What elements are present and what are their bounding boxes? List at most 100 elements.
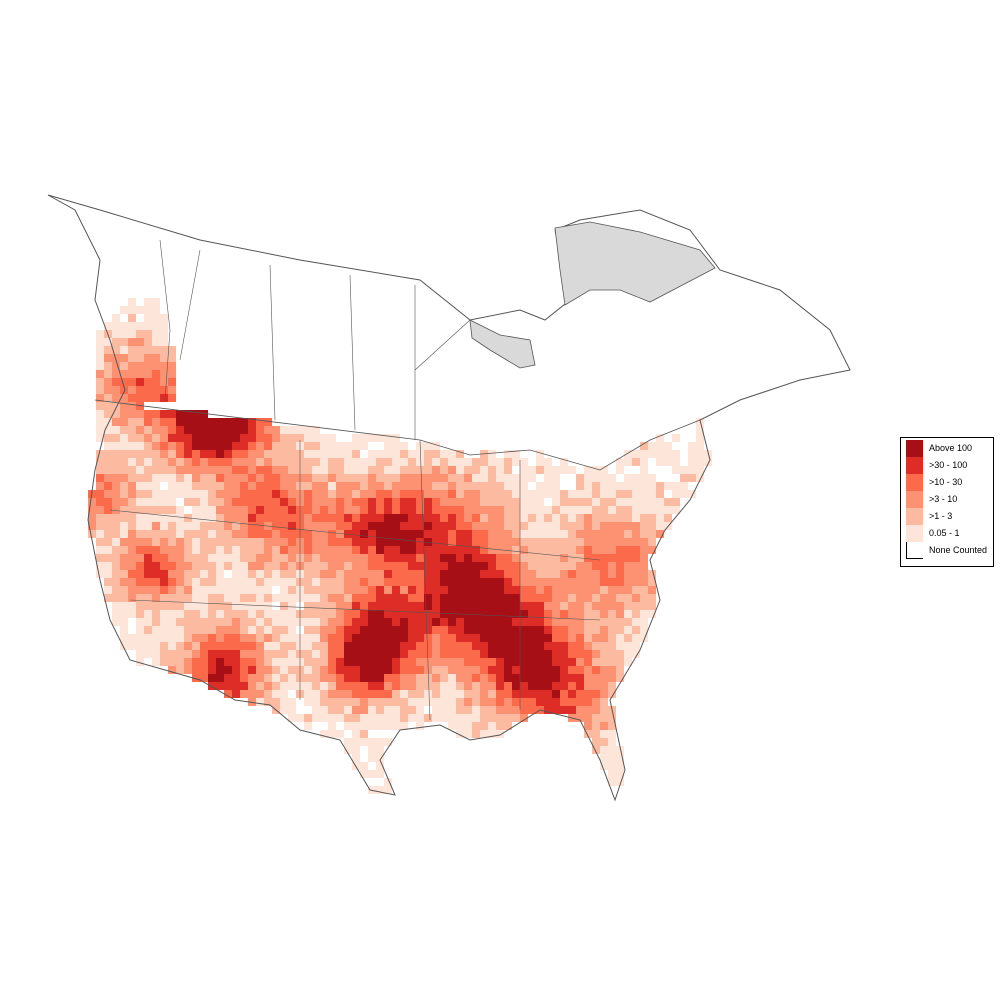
- abundance-cell: [560, 650, 568, 658]
- abundance-cell: [608, 690, 616, 698]
- abundance-cell: [256, 506, 264, 514]
- abundance-cell: [216, 554, 224, 562]
- abundance-cell: [144, 338, 152, 346]
- abundance-cell: [616, 562, 624, 570]
- abundance-cell: [344, 538, 352, 546]
- abundance-cell: [616, 546, 624, 554]
- abundance-cell: [536, 490, 544, 498]
- abundance-cell: [280, 618, 288, 626]
- abundance-cell: [104, 522, 112, 530]
- abundance-cell: [560, 466, 568, 474]
- abundance-cell: [520, 506, 528, 514]
- abundance-cell: [432, 666, 440, 674]
- abundance-cell: [440, 490, 448, 498]
- abundance-cell: [472, 506, 480, 514]
- abundance-cell: [104, 554, 112, 562]
- abundance-cell: [288, 602, 296, 610]
- abundance-cell: [192, 658, 200, 666]
- abundance-cell: [184, 458, 192, 466]
- no-data-region-ontario: [469, 319, 536, 369]
- abundance-cell: [264, 610, 272, 618]
- abundance-cell: [408, 578, 416, 586]
- abundance-cell: [408, 562, 416, 570]
- abundance-cell: [136, 394, 144, 402]
- abundance-cell: [424, 554, 432, 562]
- abundance-cell: [472, 682, 480, 690]
- abundance-cell: [264, 506, 272, 514]
- abundance-cell: [408, 474, 416, 482]
- abundance-cell: [336, 570, 344, 578]
- abundance-cell: [624, 538, 632, 546]
- abundance-cell: [568, 562, 576, 570]
- abundance-cell: [552, 650, 560, 658]
- abundance-cell: [488, 610, 496, 618]
- abundance-cell: [144, 386, 152, 394]
- abundance-cell: [256, 642, 264, 650]
- abundance-cell: [424, 698, 432, 706]
- abundance-cell: [560, 570, 568, 578]
- abundance-cell: [104, 450, 112, 458]
- abundance-cell: [336, 546, 344, 554]
- abundance-cell: [448, 514, 456, 522]
- abundance-cell: [256, 602, 264, 610]
- abundance-cell: [472, 650, 480, 658]
- abundance-cell: [168, 482, 176, 490]
- abundance-cell: [368, 458, 376, 466]
- abundance-cell: [464, 714, 472, 722]
- abundance-cell: [656, 514, 664, 522]
- abundance-cell: [552, 474, 560, 482]
- abundance-cell: [688, 450, 696, 458]
- abundance-cell: [288, 674, 296, 682]
- abundance-cell: [496, 554, 504, 562]
- abundance-cell: [432, 714, 440, 722]
- abundance-cell: [616, 522, 624, 530]
- abundance-cell: [576, 482, 584, 490]
- abundance-cell: [640, 482, 648, 490]
- abundance-cell: [464, 466, 472, 474]
- abundance-cell: [520, 650, 528, 658]
- abundance-cell: [416, 498, 424, 506]
- abundance-cell: [312, 498, 320, 506]
- abundance-cell: [528, 490, 536, 498]
- abundance-cell: [568, 522, 576, 530]
- abundance-cell: [440, 666, 448, 674]
- abundance-cell: [128, 386, 136, 394]
- abundance-cell: [200, 618, 208, 626]
- abundance-cell: [632, 450, 640, 458]
- abundance-cell: [168, 410, 176, 418]
- abundance-cell: [488, 618, 496, 626]
- abundance-cell: [312, 586, 320, 594]
- abundance-cell: [400, 554, 408, 562]
- abundance-cell: [176, 546, 184, 554]
- abundance-cell: [632, 626, 640, 634]
- abundance-cell: [568, 546, 576, 554]
- abundance-cell: [176, 554, 184, 562]
- abundance-cell: [528, 618, 536, 626]
- abundance-cell: [552, 642, 560, 650]
- abundance-cell: [328, 602, 336, 610]
- abundance-cell: [224, 466, 232, 474]
- abundance-cell: [336, 642, 344, 650]
- abundance-cell: [320, 482, 328, 490]
- abundance-cell: [352, 690, 360, 698]
- abundance-cell: [400, 570, 408, 578]
- abundance-cell: [248, 434, 256, 442]
- abundance-cell: [264, 546, 272, 554]
- abundance-cell: [480, 490, 488, 498]
- abundance-cell: [112, 466, 120, 474]
- abundance-cell: [360, 594, 368, 602]
- abundance-cell: [352, 698, 360, 706]
- abundance-cell: [576, 642, 584, 650]
- abundance-cell: [448, 538, 456, 546]
- abundance-cell: [184, 442, 192, 450]
- abundance-cell: [528, 498, 536, 506]
- abundance-cell: [600, 538, 608, 546]
- abundance-cell: [208, 506, 216, 514]
- abundance-cell: [208, 482, 216, 490]
- abundance-cell: [624, 602, 632, 610]
- abundance-cell: [120, 338, 128, 346]
- abundance-cell: [344, 562, 352, 570]
- abundance-cell: [272, 570, 280, 578]
- abundance-cell: [536, 634, 544, 642]
- abundance-cell: [376, 714, 384, 722]
